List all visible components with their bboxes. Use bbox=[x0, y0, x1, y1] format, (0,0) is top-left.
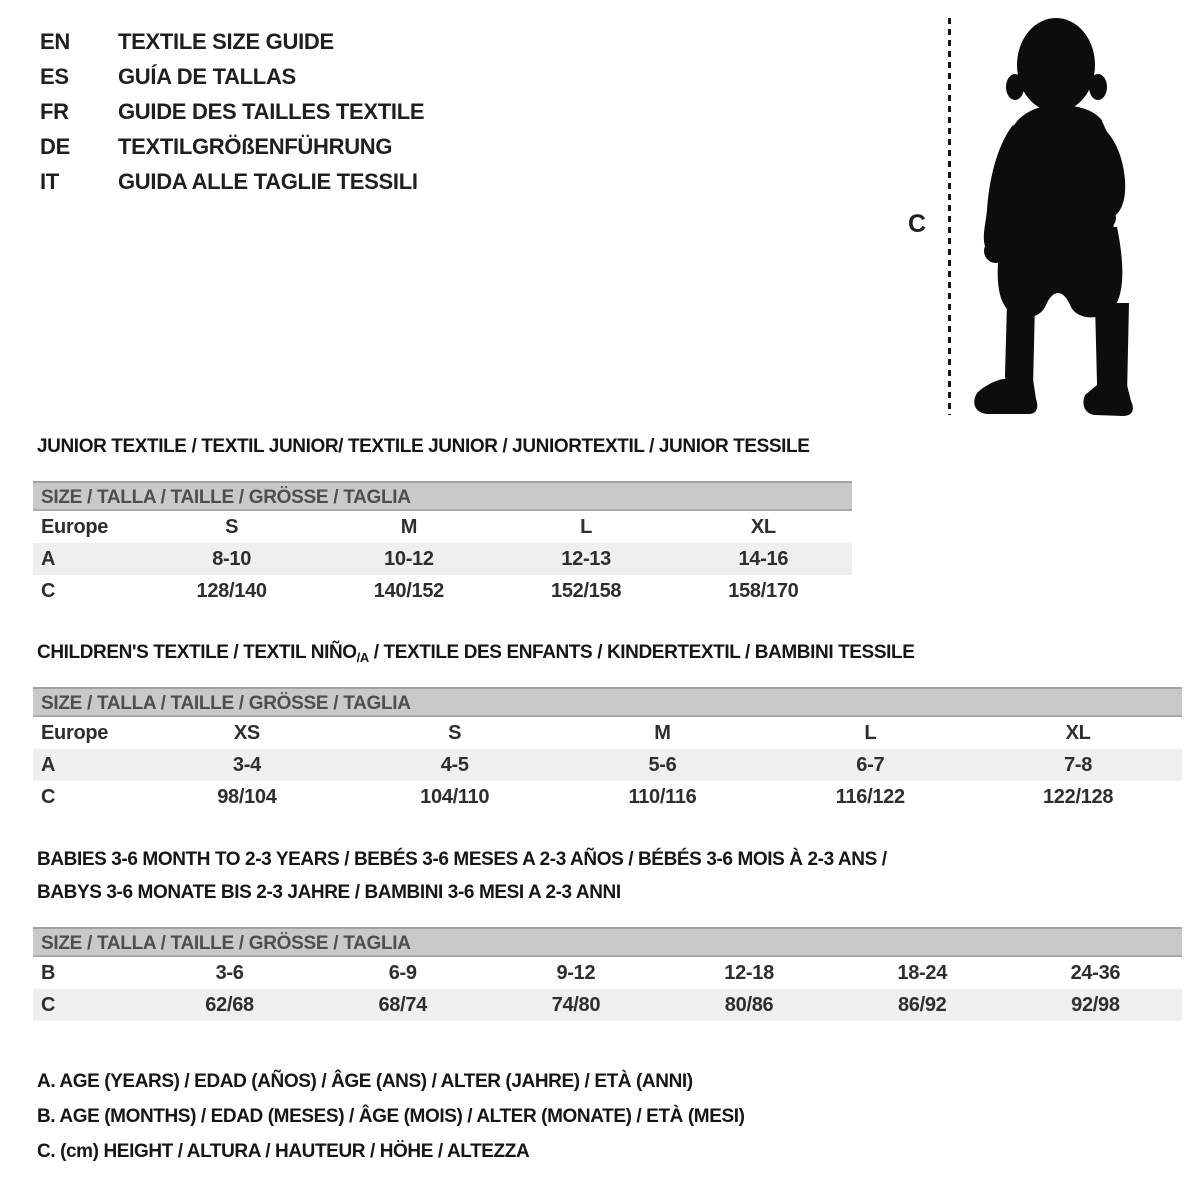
row-label: Europe bbox=[41, 516, 109, 538]
height-cell: 116/122 bbox=[835, 786, 905, 808]
height-cell: 152/158 bbox=[551, 580, 622, 602]
height-cell: 158/170 bbox=[728, 580, 799, 602]
children-title-post: / TEXTILE DES ENFANTS / KINDERTEXTIL / B… bbox=[368, 642, 915, 663]
table-row: C 98/104 104/110 110/116 116/122 122/128 bbox=[33, 781, 1182, 813]
row-label: A bbox=[41, 754, 56, 776]
row-label: Europe bbox=[41, 722, 109, 744]
age-cell: 24-36 bbox=[1070, 962, 1121, 984]
footnote-a: A. AGE (YEARS) / EDAD (AÑOS) / ÂGE (ANS)… bbox=[37, 1071, 693, 1092]
footnote-c: C. (cm) HEIGHT / ALTURA / HAUTEUR / HÖHE… bbox=[37, 1141, 530, 1162]
age-cell: 9-12 bbox=[556, 962, 596, 984]
size-cell: L bbox=[864, 722, 877, 744]
table-row: Europe S M L XL bbox=[33, 511, 852, 543]
language-code: IT bbox=[40, 169, 59, 194]
height-cell: 62/68 bbox=[205, 994, 254, 1016]
height-cell: 86/92 bbox=[897, 994, 947, 1016]
size-cell: M bbox=[400, 516, 418, 538]
language-code: FR bbox=[40, 99, 69, 124]
measure-label-c: C bbox=[908, 210, 927, 238]
age-cell: 3-4 bbox=[232, 754, 261, 776]
height-cell: 74/80 bbox=[551, 994, 601, 1016]
age-cell: 8-10 bbox=[212, 548, 252, 570]
height-cell: 68/74 bbox=[378, 994, 428, 1016]
age-cell: 6-7 bbox=[856, 754, 885, 776]
junior-section-title: JUNIOR TEXTILE / TEXTIL JUNIOR/ TEXTILE … bbox=[37, 436, 810, 457]
language-code: ES bbox=[40, 64, 69, 89]
language-list: EN TEXTILE SIZE GUIDE ES GUÍA DE TALLAS … bbox=[40, 29, 425, 194]
baby-silhouette-icon bbox=[974, 18, 1133, 416]
babies-section-title-line2: BABYS 3-6 MONATE BIS 2-3 JAHRE / BAMBINI… bbox=[37, 882, 621, 903]
size-cell: S bbox=[225, 516, 239, 538]
table-row: B 3-6 6-9 9-12 12-18 18-24 24-36 bbox=[33, 957, 1182, 989]
language-title: TEXTILGRÖßENFÜHRUNG bbox=[118, 134, 393, 159]
height-cell: 122/128 bbox=[1042, 786, 1114, 808]
age-cell: 7-8 bbox=[1064, 754, 1093, 776]
size-header-bar: SIZE / TALLA / TAILLE / GRÖSSE / TAGLIA bbox=[33, 481, 852, 511]
children-size-table: SIZE / TALLA / TAILLE / GRÖSSE / TAGLIA … bbox=[33, 687, 1182, 813]
age-cell: 5-6 bbox=[648, 754, 677, 776]
age-cell: 4-5 bbox=[440, 754, 469, 776]
age-cell: 6-9 bbox=[388, 962, 417, 984]
row-label: C bbox=[41, 580, 56, 602]
size-header-bar: SIZE / TALLA / TAILLE / GRÖSSE / TAGLIA bbox=[33, 927, 1182, 957]
size-cell: XS bbox=[233, 722, 260, 744]
language-code: DE bbox=[40, 134, 70, 159]
height-cell: 104/110 bbox=[420, 786, 490, 808]
children-section-title: CHILDREN'S TEXTILE / TEXTIL NIÑO/A / TEX… bbox=[37, 642, 915, 665]
height-cell: 92/98 bbox=[1071, 994, 1120, 1016]
table-row: C 128/140 140/152 152/158 158/170 bbox=[33, 575, 852, 607]
row-label: A bbox=[41, 548, 56, 570]
height-cell: 140/152 bbox=[373, 580, 445, 602]
age-cell: 18-24 bbox=[897, 962, 948, 984]
junior-size-table: SIZE / TALLA / TAILLE / GRÖSSE / TAGLIA … bbox=[33, 481, 852, 607]
height-cell: 80/86 bbox=[724, 994, 774, 1016]
children-title-pre: CHILDREN'S TEXTILE / TEXTIL NIÑO bbox=[37, 642, 357, 663]
language-title: GUIDA ALLE TAGLIE TESSILI bbox=[118, 169, 418, 194]
row-label: C bbox=[41, 786, 56, 808]
babies-section-title-line1: BABIES 3-6 MONTH TO 2-3 YEARS / BEBÉS 3-… bbox=[37, 849, 887, 870]
size-cell: L bbox=[580, 516, 593, 538]
babies-size-table: SIZE / TALLA / TAILLE / GRÖSSE / TAGLIA … bbox=[33, 927, 1182, 1021]
footnote-b: B. AGE (MONTHS) / EDAD (MESES) / ÂGE (MO… bbox=[37, 1106, 745, 1127]
size-cell: M bbox=[654, 722, 671, 744]
size-cell: S bbox=[448, 722, 462, 744]
row-label: C bbox=[41, 994, 56, 1016]
language-title: GUIDE DES TAILLES TEXTILE bbox=[118, 99, 425, 124]
height-cell: 128/140 bbox=[196, 580, 268, 602]
size-header-bar: SIZE / TALLA / TAILLE / GRÖSSE / TAGLIA bbox=[33, 687, 1182, 717]
height-cell: 110/116 bbox=[628, 786, 697, 808]
size-cell: XL bbox=[750, 516, 776, 538]
height-measure-dashed-line bbox=[948, 18, 951, 415]
language-code: EN bbox=[40, 29, 70, 54]
age-cell: 12-13 bbox=[561, 548, 611, 570]
age-cell: 10-12 bbox=[384, 548, 434, 570]
height-cell: 98/104 bbox=[217, 786, 277, 808]
age-cell: 14-16 bbox=[738, 548, 789, 570]
language-title: GUÍA DE TALLAS bbox=[118, 64, 296, 89]
age-cell: 12-18 bbox=[724, 962, 774, 984]
table-row: Europe XS S M L XL bbox=[33, 717, 1182, 749]
size-cell: XL bbox=[1065, 722, 1091, 744]
children-title-sub: /A bbox=[356, 650, 370, 665]
table-row: C 62/68 68/74 74/80 80/86 86/92 92/98 bbox=[33, 989, 1182, 1021]
table-row: A 8-10 10-12 12-13 14-16 bbox=[33, 543, 852, 575]
footnotes: A. AGE (YEARS) / EDAD (AÑOS) / ÂGE (ANS)… bbox=[37, 1071, 745, 1163]
row-label: B bbox=[41, 962, 56, 984]
table-row: A 3-4 4-5 5-6 6-7 7-8 bbox=[33, 749, 1182, 781]
age-cell: 3-6 bbox=[215, 962, 244, 984]
language-title: TEXTILE SIZE GUIDE bbox=[118, 29, 334, 54]
